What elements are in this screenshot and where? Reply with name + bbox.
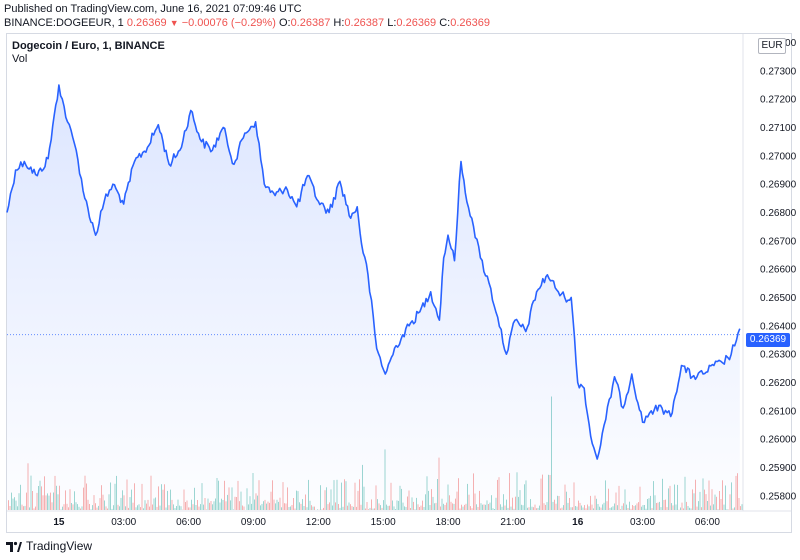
- x-axis-ticks: 15 03:00 06:00 09:00 12:00 15:00 18:00 21:00 16 0…: [53, 517, 720, 528]
- low-value: 0.26369: [396, 17, 437, 29]
- x-tick-label: 12:00: [306, 517, 331, 528]
- y-tick-label: 0.27000: [760, 151, 797, 162]
- volume-label: Vol: [12, 53, 28, 65]
- price-change: −0.00076 (−0.29%): [181, 17, 276, 29]
- published-notice: Published on TradingView.com, June 16, 2…: [4, 3, 302, 15]
- x-tick-label: 21:00: [500, 517, 525, 528]
- y-tick-label: 0.26900: [760, 180, 797, 191]
- close-value: 0.26369: [450, 17, 490, 29]
- price-line: [6, 84, 741, 460]
- y-tick-label: 0.26400: [760, 321, 797, 332]
- y-tick-label: 0.26200: [760, 378, 797, 389]
- y-tick-label: 0.25800: [760, 491, 797, 502]
- volume-bar: [740, 506, 741, 510]
- y-axis-ticks: 0.25800 0.25900 0.26000 0.26100 0.26200 0.263…: [760, 38, 797, 502]
- y-tick-label: 0.26000: [760, 435, 797, 446]
- high-label: H:: [333, 17, 345, 29]
- y-tick-label: 0.26500: [760, 293, 797, 304]
- last-price: 0.26369: [126, 17, 167, 29]
- brand-name: TradingView: [26, 539, 93, 553]
- y-tick-label: 0.27100: [760, 123, 797, 134]
- y-tick-label: 0.26600: [760, 265, 797, 276]
- x-tick-label: 06:00: [695, 517, 720, 528]
- current-price-tag: 0.26369: [746, 333, 790, 347]
- low-label: L:: [387, 17, 397, 29]
- currency-selector[interactable]: EUR: [758, 38, 786, 54]
- x-tick-label: 09:00: [241, 517, 266, 528]
- x-tick-label: 03:00: [111, 517, 136, 528]
- x-tick-label: 16: [572, 517, 584, 528]
- y-tick-label: 0.26300: [760, 350, 797, 361]
- x-tick-label: 06:00: [176, 517, 201, 528]
- open-label: O:: [278, 17, 291, 29]
- x-tick-label: 15:00: [371, 517, 396, 528]
- x-tick-label: 03:00: [630, 517, 655, 528]
- high-value: 0.26387: [344, 17, 385, 29]
- symbol-label: BINANCE:DOGEEUR, 1: [4, 17, 124, 29]
- footer-brand[interactable]: TradingView: [6, 539, 92, 553]
- y-tick-label: 0.26700: [760, 236, 797, 247]
- x-tick-label: 18:00: [435, 517, 460, 528]
- quote-bar: BINANCE:DOGEEUR, 1 0.26369 ▼ −0.00076 (−…: [4, 17, 490, 29]
- chart-title: Dogecoin / Euro, 1, BINANCE: [12, 40, 165, 52]
- tradingview-logo-icon: [6, 541, 22, 552]
- volume-bar: [741, 504, 743, 510]
- y-tick-label: 0.26800: [760, 208, 797, 219]
- y-tick-label: 0.25900: [760, 463, 797, 474]
- chart-frame[interactable]: [6, 33, 792, 533]
- open-value: 0.26387: [290, 17, 331, 29]
- y-tick-label: 0.26100: [760, 406, 797, 417]
- close-label: C:: [439, 17, 451, 29]
- y-tick-label: 0.27200: [760, 95, 797, 106]
- x-tick-label: 15: [53, 517, 65, 528]
- y-tick-label: 0.27300: [760, 66, 797, 77]
- price-area: [7, 85, 740, 510]
- down-arrow-icon: ▼: [169, 18, 179, 28]
